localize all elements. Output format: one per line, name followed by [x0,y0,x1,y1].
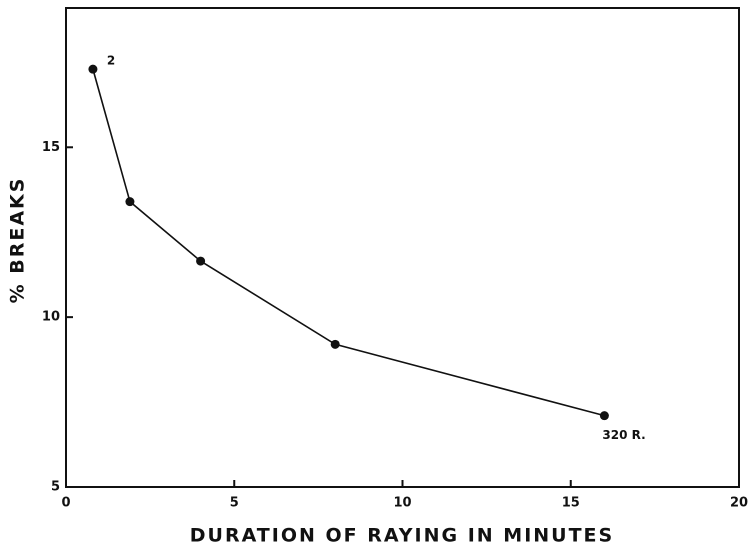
data-line [92,68,605,417]
data-point [125,197,135,207]
annotation: 320 R. [602,428,645,442]
x-axis-label: DURATION OF RAYING IN MINUTES [190,525,614,547]
data-point [196,256,206,266]
annotation: 2 [107,54,115,68]
data-point [88,64,98,74]
data-point [599,411,609,421]
y-axis-label: % BREAKS [7,177,29,304]
x-tick-label: 5 [230,496,239,511]
y-tick-label: 10 [42,310,60,325]
x-tick-label: 0 [61,496,70,511]
x-tick-label: 20 [730,496,748,511]
data-point [330,339,340,349]
plot-frame [65,7,740,488]
y-tick-label: 15 [42,140,60,155]
x-tick-label: 10 [393,496,411,511]
y-tick-label: 5 [51,480,60,495]
x-tick-label: 15 [562,496,580,511]
